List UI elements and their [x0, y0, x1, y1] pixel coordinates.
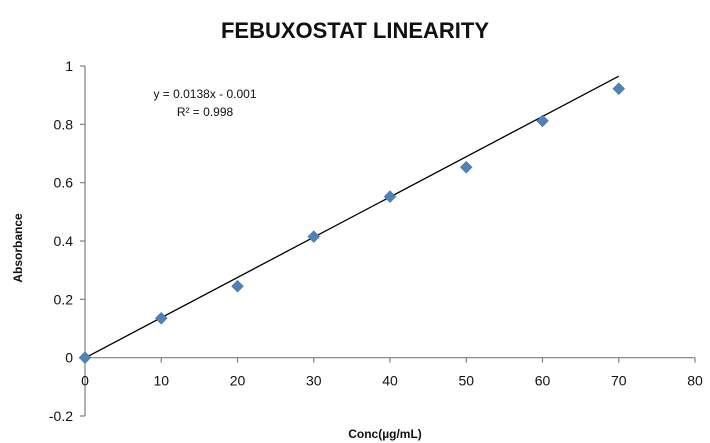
x-tick-label: 20 [230, 373, 246, 389]
x-tick-label: 10 [153, 373, 169, 389]
data-point [536, 114, 549, 128]
data-point [612, 82, 626, 96]
x-axis-label: Conc(µg/mL) [348, 427, 422, 441]
data-point [154, 311, 168, 325]
data-point [459, 160, 473, 174]
y-tick-label: 1 [65, 58, 73, 74]
x-tick-label: 40 [382, 373, 398, 389]
y-tick-label: 0.4 [54, 233, 74, 249]
y-tick-label: -0.2 [49, 408, 73, 424]
x-tick-label: 80 [687, 373, 703, 389]
y-tick-label: 0 [65, 350, 73, 366]
y-tick-label: 0.2 [54, 291, 74, 307]
data-point [383, 190, 397, 204]
y-tick-label: 0.8 [54, 116, 74, 132]
data-point [78, 351, 92, 365]
x-tick-label: 70 [611, 373, 627, 389]
data-point [231, 279, 244, 293]
x-ticks: 0 10 20 30 40 50 60 70 80 [81, 357, 703, 389]
trendline [84, 75, 620, 359]
x-tick-label: 50 [458, 373, 474, 389]
x-tick-label: 60 [535, 373, 551, 389]
chart-title: FEBUXOSTAT LINEARITY [221, 18, 489, 43]
data-point [307, 230, 321, 243]
y-ticks: -0.2 0 0.2 0.4 0.6 0.8 1 [49, 58, 85, 424]
x-tick-label: 30 [306, 373, 322, 389]
r-squared-annotation: R² = 0.998 [177, 105, 234, 119]
equation-annotation: y = 0.0138x - 0.001 [153, 87, 256, 101]
data-points [78, 82, 626, 365]
y-tick-label: 0.6 [54, 175, 74, 191]
x-tick-label: 0 [81, 373, 89, 389]
y-axis-label: Absorbance [11, 213, 25, 283]
